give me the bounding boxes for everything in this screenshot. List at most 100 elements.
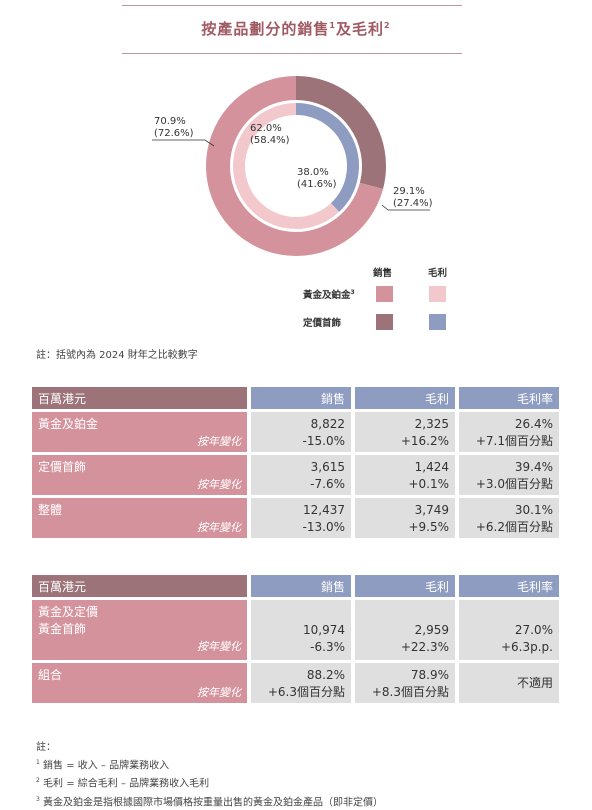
cell-gp: 78.9% +8.3個百分點 — [355, 663, 455, 703]
cell-value: 27.0% — [514, 623, 553, 637]
table-row: 黃金及定價黃金首飾按年變化 10,974 -6.3% 2,959 +22.3% 27… — [32, 600, 559, 660]
cell-change: -15.0% — [302, 434, 345, 448]
cell-sales: 3,615 -7.6% — [251, 455, 351, 495]
product-table-1: 百萬港元 銷售 毛利 毛利率 黃金及鉑金 按年變化 8,822 -15.0% 2,3… — [28, 384, 563, 541]
table-row: 定價首飾按年變化 3,615 -7.6% 1,424 +0.1% 39.4% +3.0… — [32, 455, 559, 495]
cell-gp: 1,424 +0.1% — [355, 455, 455, 495]
cell-change: +9.5% — [408, 520, 449, 534]
row-yoy: 按年變化 — [197, 435, 241, 448]
donut-chart — [152, 76, 430, 256]
swatch-profit-gold — [429, 286, 446, 302]
row-yoy: 按年變化 — [197, 640, 241, 653]
cell-value: 1,424 — [414, 460, 449, 474]
cell-change: +6.2個百分點 — [475, 520, 553, 534]
cell-value: 8,822 — [310, 417, 345, 431]
table1-header-gp: 毛利 — [355, 387, 455, 409]
footnote-text: 黃金及鉑金是指根據國際市場價格按重量出售的黃金及鉑金產品（即非定價） — [43, 796, 384, 808]
table2-header-gm: 毛利率 — [459, 575, 559, 597]
cell-change: +0.1% — [408, 477, 449, 491]
product-table-2: 百萬港元 銷售 毛利 毛利率 黃金及定價黃金首飾按年變化 10,974 -6.3%… — [28, 572, 563, 706]
swatch-sales-fixed — [376, 314, 393, 330]
table2-header-gp: 毛利 — [355, 575, 455, 597]
comparison-note: 註：括號內為 2024 財年之比較數字 — [36, 350, 198, 361]
legend-col-profit: 毛利 — [428, 268, 448, 279]
cell-change: +8.3個百分點 — [371, 685, 449, 699]
table1-header-gm: 毛利率 — [459, 387, 559, 409]
footnote-mark: 3 — [36, 795, 40, 803]
table-row: 組合 按年變化 88.2% +6.3個百分點 78.9% +8.3個百分點 不適用 — [32, 663, 559, 703]
cell-gp: 2,959 +22.3% — [355, 600, 455, 660]
cell-sales: 10,974 -6.3% — [251, 600, 351, 660]
donut-slice-profit-fixed — [295, 103, 359, 212]
table1-header: 百萬港元 銷售 毛利 毛利率 — [32, 387, 559, 409]
cell-gm: 30.1% +6.2個百分點 — [459, 498, 559, 538]
cell-value: 2,959 — [414, 623, 449, 637]
row-yoy: 按年變化 — [197, 521, 241, 534]
title-sup1: 1 — [329, 21, 336, 30]
table2-header-unit: 百萬港元 — [32, 575, 247, 597]
cell-change: -13.0% — [302, 520, 345, 534]
cell-value: 78.9% — [410, 668, 449, 682]
donut-slice-sales-gold — [206, 76, 384, 256]
cell-gp: 2,325 +16.2% — [355, 412, 455, 452]
footnote-mark: 1 — [36, 759, 40, 766]
label-outer-a-value: 70.9% — [154, 116, 186, 127]
cell-value: 2,325 — [414, 417, 449, 431]
legend-row-fixed: 定價首飾 — [303, 318, 342, 329]
cell-sales: 8,822 -15.0% — [251, 412, 351, 452]
cell-value: 3,749 — [414, 503, 449, 517]
cell-value: 39.4% — [514, 460, 553, 474]
title-text: 按產品劃分的銷售 — [201, 20, 330, 38]
row-name: 組合 — [38, 668, 63, 682]
footnote-mark: 2 — [36, 777, 40, 785]
table-row: 黃金及鉑金 按年變化 8,822 -15.0% 2,325 +16.2% 26.4% +… — [32, 412, 559, 452]
swatch-profit-fixed — [429, 314, 446, 330]
cell-gm: 26.4% +7.1個百分點 — [459, 412, 559, 452]
table2-header: 百萬港元 銷售 毛利 毛利率 — [32, 575, 559, 597]
cell-change: -7.6% — [310, 477, 345, 491]
label-inner-a-value: 62.0% — [250, 123, 282, 134]
title-sup2: 2 — [384, 21, 391, 30]
label-inner-b: 38.0% (41.6%) — [297, 167, 337, 191]
cell-change: +16.2% — [400, 434, 449, 448]
label-outer-b: 29.1% (27.4%) — [393, 186, 433, 210]
title-mid: 及毛利 — [336, 20, 385, 38]
cell-value: 10,974 — [303, 623, 345, 637]
swatch-sales-gold — [376, 286, 393, 302]
cell-change: +6.3個百分點 — [267, 685, 345, 699]
row-name: 黃金及定價 — [38, 605, 99, 619]
footnotes-heading: 註： — [36, 742, 56, 753]
label-outer-a: 70.9% (72.6%) — [154, 116, 194, 140]
row-label: 定價首飾按年變化 — [32, 455, 247, 495]
footnote-3: 3 黃金及鉑金是指根據國際市場價格按重量出售的黃金及鉑金產品（即非定價） — [36, 792, 383, 810]
row-yoy: 按年變化 — [197, 478, 241, 491]
row-name-line2: 黃金首飾 — [38, 622, 87, 636]
cell-value: 88.2% — [306, 668, 345, 682]
table1-header-unit: 百萬港元 — [32, 387, 247, 409]
cell-value: 不適用 — [516, 675, 553, 690]
label-outer-a-prev: (72.6%) — [154, 128, 194, 139]
label-inner-b-value: 38.0% — [297, 167, 329, 178]
label-inner-b-prev: (41.6%) — [297, 179, 337, 190]
cell-change: +6.3p.p. — [500, 640, 553, 654]
cell-change: +22.3% — [400, 640, 449, 654]
cell-gm: 27.0% +6.3p.p. — [459, 600, 559, 660]
title-rule — [122, 53, 462, 54]
leader-outer-b — [381, 204, 430, 211]
row-name: 定價首飾 — [38, 460, 87, 474]
footnote-1: 1 銷售 = 收入 – 品牌業務收入 — [36, 755, 383, 773]
legend-row-gold: 黃金及鉑金3 — [303, 287, 355, 301]
cell-value: 3,615 — [310, 460, 345, 474]
cell-value: 30.1% — [514, 503, 553, 517]
footnote-text: 銷售 = 收入 – 品牌業務收入 — [43, 760, 170, 772]
cell-change: +3.0個百分點 — [475, 477, 553, 491]
row-label: 整體 按年變化 — [32, 498, 247, 538]
label-outer-b-value: 29.1% — [393, 186, 425, 197]
legend-row-gold-text: 黃金及鉑金 — [303, 290, 351, 301]
cell-value: 26.4% — [514, 417, 553, 431]
page-title: 按產品劃分的銷售1及毛利2 — [0, 18, 592, 39]
cell-gm: 不適用 — [459, 663, 559, 703]
cell-sales: 88.2% +6.3個百分點 — [251, 663, 351, 703]
label-outer-b-prev: (27.4%) — [393, 198, 433, 209]
cell-gp: 3,749 +9.5% — [355, 498, 455, 538]
